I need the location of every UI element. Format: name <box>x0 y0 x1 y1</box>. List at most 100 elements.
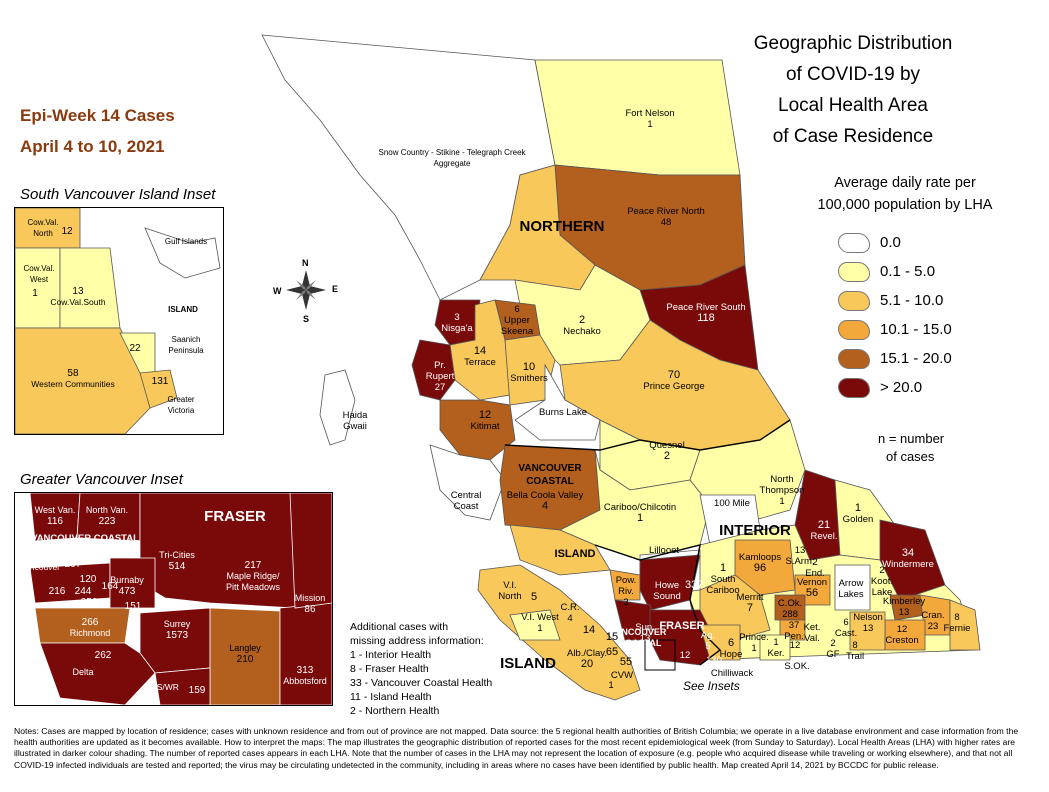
epi-week-line-1: Epi-Week 14 Cases <box>20 106 175 125</box>
region-vc-small-2: COASTAL <box>618 638 662 648</box>
legend-label: 0.1 - 5.0 <box>880 263 936 280</box>
gv-label: Delta <box>72 667 94 677</box>
lha-label: CVW <box>610 670 634 681</box>
gv-label: Surrey 1573 <box>163 619 191 641</box>
lha-label: Alb./Clay. 20 <box>567 648 607 670</box>
lha-label: 12 Creston <box>885 624 919 646</box>
lha-label: Peace River South 118 <box>666 302 746 324</box>
legend-swatch <box>838 319 870 340</box>
gv-label: 244 <box>74 586 92 597</box>
lha-label: 12 <box>789 640 801 651</box>
lha-label: 15 <box>605 631 619 643</box>
gv-label: 164 <box>101 581 119 592</box>
svi-inset-map <box>15 208 223 434</box>
lha-label: 12 Kitimat <box>470 409 500 433</box>
legend-item: 5.1 - 10.0 <box>838 286 952 315</box>
gv-label: 262 <box>94 650 112 661</box>
svi-label: 13 Cow.Val.South <box>50 286 106 307</box>
title-line-3: Local Health Area <box>778 95 928 116</box>
lha-label: S.OK. <box>784 661 810 672</box>
lha-label: Arrow Lakes <box>838 578 864 600</box>
legend-item: > 20.0 <box>838 373 952 402</box>
gv-label: Tri-Cities 514 <box>159 550 195 572</box>
lha-label: 1 Ker. <box>767 637 785 659</box>
legend: 0.0 0.1 - 5.0 5.1 - 10.0 10.1 - 15.0 15.… <box>838 228 952 402</box>
lha-label: 13 S.Arm. <box>785 545 815 567</box>
legend-item: 0.1 - 5.0 <box>838 257 952 286</box>
lha-label: 2 GF <box>826 638 840 660</box>
gv-label: 313 Abbotsford <box>283 665 327 686</box>
legend-subtitle-line-2: 100,000 population by LHA <box>817 197 993 213</box>
region-island-small: ISLAND <box>554 548 596 560</box>
legend-label: > 20.0 <box>880 379 923 396</box>
svi-inset-title: South Vancouver Island Inset <box>20 186 216 203</box>
lha-label: Vernon 56 <box>796 577 828 599</box>
gv-region-vc: VANCOUVER COASTAL <box>31 533 139 544</box>
gv-inset-map <box>15 493 332 705</box>
lha-label: Central Coast <box>450 490 482 512</box>
lha-label: Burns Lake <box>538 407 588 418</box>
gv-label: North Van. 223 <box>85 505 129 527</box>
map-title: Geographic Distribution of COVID-19 by L… <box>703 28 1003 152</box>
lha-label: C.R. 4 <box>560 602 580 624</box>
gv-label: 120 <box>79 574 97 585</box>
bc-map <box>261 34 981 701</box>
lha-label: 14 <box>582 624 596 636</box>
svi-label: Cow.Val. West <box>23 264 55 284</box>
additional-cases-item: 8 - Fraser Health <box>350 663 429 675</box>
legend-subtitle-line-1: Average daily rate per <box>834 175 976 191</box>
lha-label: 37 Pen. <box>784 620 804 642</box>
gv-label: Mission 86 <box>294 593 326 615</box>
lha-label: Lillooet <box>648 545 680 556</box>
svi-label: 58 Western Communities <box>31 368 115 389</box>
lha-label: Ag. 5 <box>700 630 716 652</box>
compass-w: W <box>273 286 282 296</box>
lha-label: Cran. 23 <box>921 610 945 632</box>
region-island-main: ISLAND <box>500 655 556 672</box>
lha-label: 5 <box>530 591 538 603</box>
title-line-1: Geographic Distribution <box>753 33 953 54</box>
svi-gulf-islands <box>144 227 221 279</box>
lha-label: Nelson 13 <box>853 612 883 634</box>
lha-label: Cariboo/Chilcotin 1 <box>603 502 677 524</box>
gv-label: 216 <box>48 586 66 597</box>
lha-label: Sun. 13 <box>635 622 655 644</box>
lha-vi-west <box>509 609 561 641</box>
lha-kamloops <box>734 539 796 596</box>
n-note-line-1: n = number <box>878 431 945 446</box>
additional-cases-item: 2 - Northern Health <box>350 705 440 717</box>
svi-region-island: ISLAND <box>168 305 198 314</box>
lha-haida-gwaii <box>319 369 356 446</box>
lha-howe-sound <box>639 554 701 611</box>
lha-label: 1 South Cariboo <box>706 562 740 597</box>
lha-label: Prince. 1 <box>739 632 769 654</box>
gv-label: 266 Richmond <box>69 617 111 638</box>
gv-label: 297 <box>64 559 82 570</box>
gv-label: Burnaby 473 <box>110 575 144 597</box>
svi-inset: Cow.Val. North 12 Cow.Val. West 1 13 Cow.Va… <box>14 207 224 435</box>
legend-swatch <box>838 232 870 253</box>
epi-week-heading: Epi-Week 14 Cases April 4 to 10, 2021 <box>20 100 175 162</box>
additional-cases-item: 11 - Island Health <box>350 691 432 703</box>
lha-label: Peace River North 48 <box>627 206 705 228</box>
lha-powell-river <box>609 569 641 601</box>
lha-label: Bella Coola Valley 4 <box>506 490 584 512</box>
lha-label: Chilliwack <box>710 668 754 679</box>
lha-label: Pr. Rupert 27 <box>425 360 455 393</box>
lha-label: 8 Trail <box>845 640 865 662</box>
n-note-line-2: of cases <box>886 449 935 464</box>
compass-e: E <box>332 284 339 294</box>
see-insets-label: See Insets <box>683 679 740 693</box>
additional-cases-item: 1 - Interior Health <box>350 649 432 661</box>
gv-inset: West Van. 116 North Van. 223 FRASER VANCOU… <box>14 492 333 706</box>
lha-label: 34 Windermere <box>882 547 934 571</box>
svi-label: 22 <box>129 343 141 354</box>
lha-label: 8 Fernie <box>943 612 971 634</box>
gv-label: 151 <box>124 601 142 612</box>
lha-arrow-lakes <box>834 564 871 611</box>
lha-label: 6 Cast. <box>834 617 858 639</box>
lha-label: Fort Nelson 1 <box>625 108 675 130</box>
lha-south-okanagan <box>759 634 791 661</box>
lha-label: V.I. West 1 <box>521 612 559 634</box>
region-fraser: FRASER <box>659 620 705 632</box>
